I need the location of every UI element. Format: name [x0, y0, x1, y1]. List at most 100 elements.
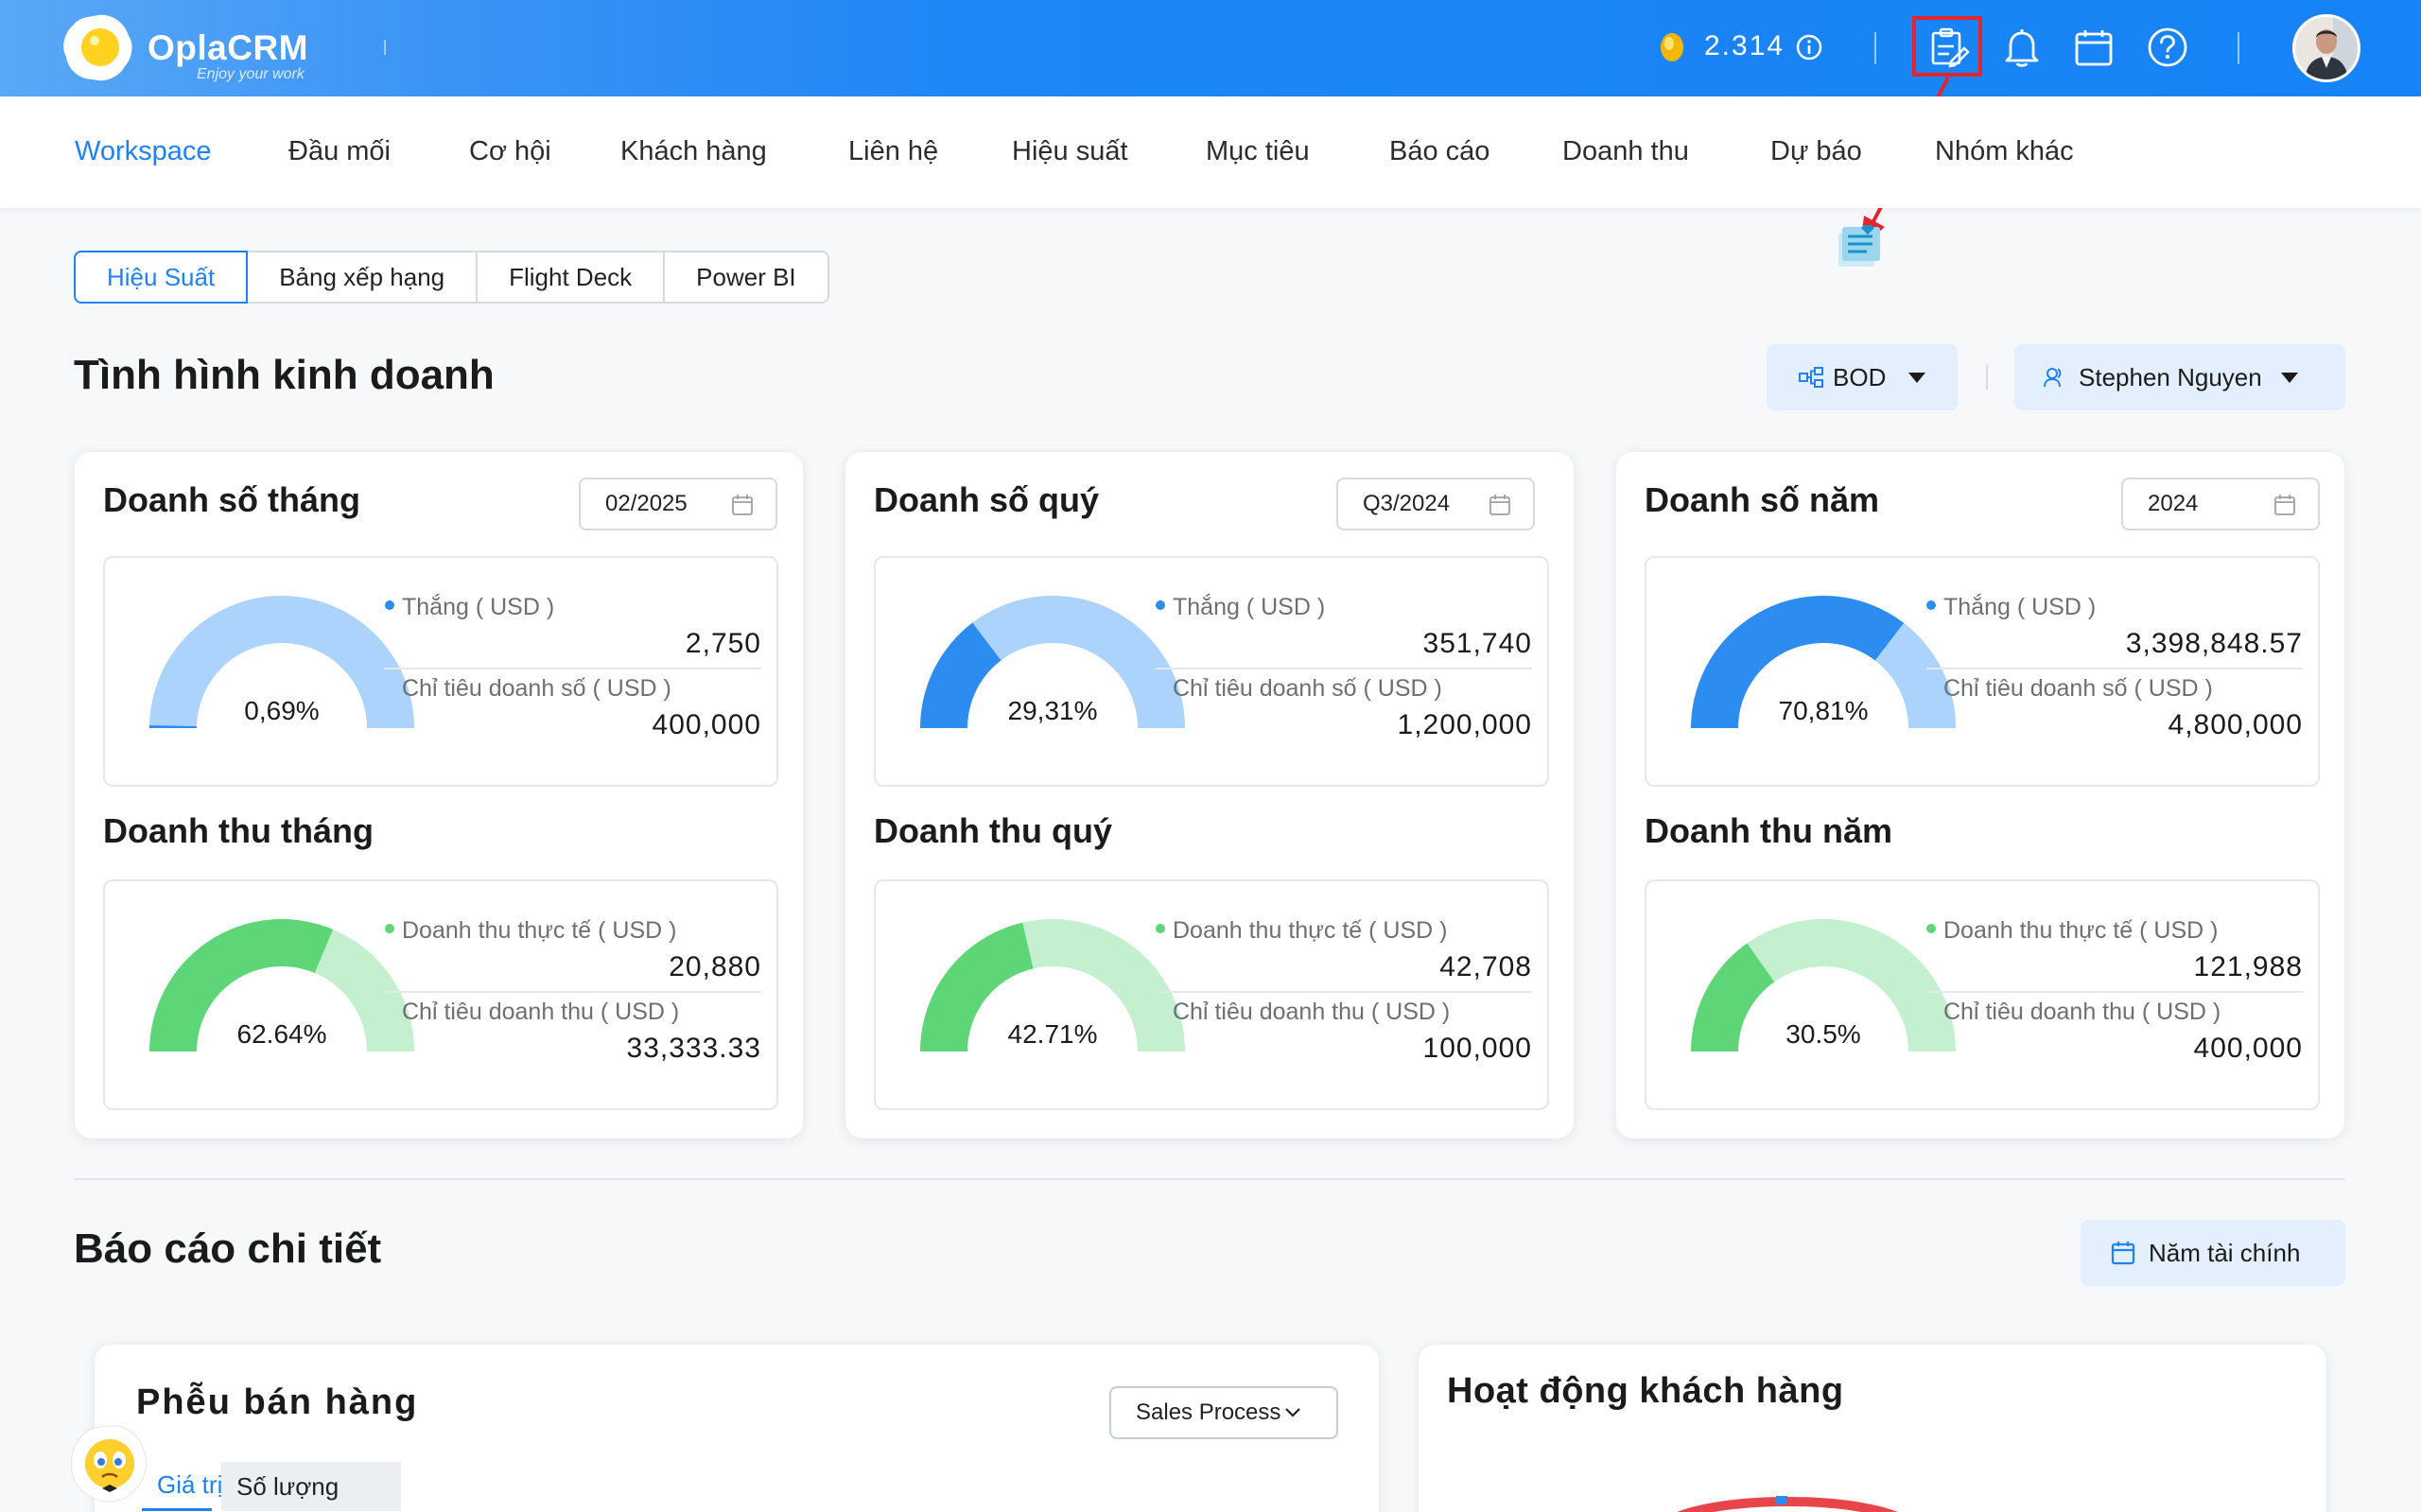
legend-dot: [1156, 682, 1165, 692]
gauge-fill: [1691, 943, 1775, 1051]
avatar[interactable]: [2292, 14, 2360, 82]
actual-value: 42,708: [1439, 951, 1532, 982]
brand-name: OplaCRM: [148, 28, 308, 67]
nav-performance[interactable]: Hiệu suất: [1012, 136, 1128, 166]
legend-item: Thắng ( USD ): [1156, 594, 1325, 621]
calendar-icon: [2274, 495, 2295, 515]
tab-value[interactable]: Giá trị: [142, 1462, 222, 1511]
legend-dot: [1926, 1005, 1936, 1016]
org-chart-icon: [1799, 367, 1823, 388]
month-picker[interactable]: 02/2025: [579, 478, 777, 530]
nav-reports[interactable]: Báo cáo: [1389, 136, 1490, 166]
nav-contacts[interactable]: Liên hệ: [848, 136, 939, 166]
card-subtitle: Doanh thu tháng: [103, 811, 374, 850]
legend-label: Thắng ( USD ): [1173, 594, 1326, 620]
tab-performance[interactable]: Hiệu Suất: [74, 251, 249, 304]
notes-icon[interactable]: [1835, 225, 1886, 272]
gauge-percent: 30.5%: [1785, 1019, 1861, 1049]
tab-count[interactable]: Số lượng: [221, 1462, 401, 1511]
gauge-track: [149, 595, 414, 728]
calendar-icon[interactable]: [2069, 23, 2118, 72]
gauge-fill: [920, 922, 1034, 1051]
tab-flight-deck[interactable]: Flight Deck: [478, 251, 666, 304]
legend-dot: [1926, 600, 1936, 611]
nav-leads[interactable]: Đầu mối: [288, 136, 391, 166]
gauge-track: [1022, 919, 1185, 1051]
nav-other-groups[interactable]: Nhóm khác: [1935, 136, 2074, 166]
tab-leaderboard[interactable]: Bảng xếp hạng: [248, 251, 479, 304]
highlight-box: [1912, 16, 1982, 77]
legend-label: Chỉ tiêu doanh số ( USD ): [1173, 675, 1442, 702]
gauge-chart: [1691, 919, 1956, 1051]
gauge-track: [1747, 919, 1956, 1051]
actual-value: 20,880: [669, 951, 761, 982]
gauge-percent: 0,69%: [244, 696, 320, 725]
legend-label: Chỉ tiêu doanh số ( USD ): [1943, 675, 2213, 702]
gauge-fill: [1691, 596, 1905, 728]
nav-workspace[interactable]: Workspace: [75, 136, 212, 166]
divider: [385, 991, 761, 993]
legend-label: Doanh thu thực tế ( USD ): [1173, 917, 1448, 944]
target-value: 4,800,000: [2168, 709, 2303, 740]
divider: [384, 40, 386, 55]
nav-goals[interactable]: Mục tiêu: [1206, 136, 1310, 166]
quarter-picker[interactable]: Q3/2024: [1336, 478, 1535, 530]
user-filter-label: Stephen Nguyen: [2079, 362, 2262, 391]
tab-power-bi[interactable]: Power BI: [665, 251, 829, 304]
divider: [385, 668, 761, 669]
sales-panel: 29,31% Thắng ( USD ) 351,740 Chỉ tiêu do…: [874, 556, 1549, 787]
gauge-track: [1874, 622, 1956, 728]
user-filter[interactable]: Stephen Nguyen: [2014, 344, 2345, 410]
logo[interactable]: OplaCRM Enjoy your work: [59, 9, 342, 87]
group-filter[interactable]: BOD: [1767, 344, 1958, 410]
clipboard-icon[interactable]: [1924, 23, 1973, 72]
target-value: 1,200,000: [1397, 709, 1532, 740]
divider: [1926, 991, 2303, 993]
logo-icon: [63, 14, 132, 81]
legend-item: Doanh thu thực tế ( USD ): [1156, 917, 1447, 945]
card-title: Doanh số quý: [874, 480, 1100, 519]
month-card: Doanh số tháng 02/2025 0,69% Thắng ( USD…: [75, 452, 803, 1138]
divider: [2238, 32, 2239, 64]
legend-item: Chỉ tiêu doanh thu ( USD ): [385, 999, 679, 1026]
revenue-panel: 30.5% Doanh thu thực tế ( USD ) 121,988 …: [1645, 879, 2320, 1110]
coin-balance: 2.314: [1704, 30, 1785, 61]
legend-dot: [1926, 924, 1936, 934]
legend-label: Chỉ tiêu doanh số ( USD ): [402, 675, 671, 702]
divider: [74, 1178, 2345, 1180]
nav-revenue[interactable]: Doanh thu: [1562, 136, 1689, 166]
gauge-fill: [149, 919, 334, 1051]
mascot-icon[interactable]: [68, 1422, 149, 1505]
legend-item: Chỉ tiêu doanh số ( USD ): [385, 675, 671, 703]
divider: [1156, 668, 1532, 669]
fiscal-year-button[interactable]: Năm tài chính: [2081, 1220, 2345, 1286]
nav-opportunities[interactable]: Cơ hội: [469, 136, 551, 166]
gauge-percent: 29,31%: [1007, 696, 1098, 725]
year-picker[interactable]: 2024: [2121, 478, 2320, 530]
legend-item: Doanh thu thực tế ( USD ): [1926, 917, 2218, 945]
divider: [1156, 991, 1532, 993]
legend-dot: [1156, 924, 1165, 934]
gauge-track: [972, 596, 1185, 728]
sales-process-select[interactable]: Sales Process: [1109, 1386, 1338, 1439]
caret-down-icon: [1908, 372, 1926, 383]
card-title: Phễu bán hàng: [136, 1382, 419, 1422]
donut-chart-top: [1677, 1496, 1898, 1512]
divider: [1874, 32, 1876, 64]
fiscal-year-label: Năm tài chính: [2149, 1238, 2301, 1267]
card-subtitle: Doanh thu năm: [1645, 811, 1892, 850]
won-value: 3,398,848.57: [2125, 628, 2303, 659]
customer-activity-card: Hoạt động khách hàng: [1419, 1345, 2326, 1512]
gauge-percent: 42.71%: [1007, 1019, 1098, 1049]
info-icon[interactable]: [1795, 33, 1823, 61]
legend-label: Chỉ tiêu doanh thu ( USD ): [1943, 999, 2221, 1025]
help-icon[interactable]: [2143, 23, 2192, 72]
divider: [1986, 365, 1988, 390]
nav-forecast[interactable]: Dự báo: [1770, 136, 1862, 166]
bell-icon[interactable]: [1997, 23, 2047, 72]
legend-dot: [385, 600, 394, 611]
legend-label: Doanh thu thực tế ( USD ): [1943, 917, 2219, 944]
legend-dot: [1156, 1005, 1165, 1016]
nav-customers[interactable]: Khách hàng: [620, 136, 767, 166]
main-nav: Workspace Đầu mối Cơ hội Khách hàng Liên…: [0, 96, 2421, 208]
